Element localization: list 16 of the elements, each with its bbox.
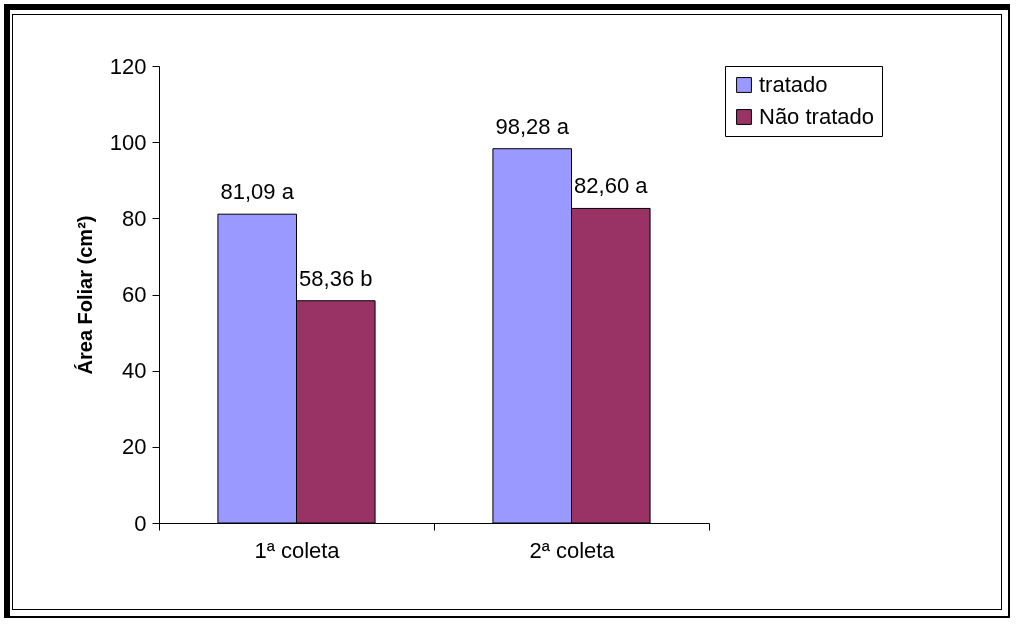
x-tick-label: 1ª coleta [254, 537, 341, 563]
y-tick-label: 120 [109, 53, 147, 79]
legend-label: Não tratado [759, 104, 874, 129]
data-label: 81,09 a [220, 179, 295, 205]
y-tick-label: 100 [109, 129, 147, 155]
y-tick-label: 80 [122, 205, 147, 231]
y-tick-label: 0 [134, 510, 147, 536]
x-tick-label: 2ª coleta [529, 537, 616, 563]
y-tick-label: 20 [122, 434, 147, 460]
y-tick-label: 60 [122, 282, 147, 307]
y-axis-title: Área Foliar (cm²) [73, 215, 96, 375]
data-label: 58,36 b [299, 265, 373, 291]
legend-label: tratado [759, 72, 828, 97]
data-label: 98,28 a [495, 113, 570, 139]
y-tick-label: 40 [122, 358, 147, 384]
data-label: 82,60 a [574, 173, 649, 199]
